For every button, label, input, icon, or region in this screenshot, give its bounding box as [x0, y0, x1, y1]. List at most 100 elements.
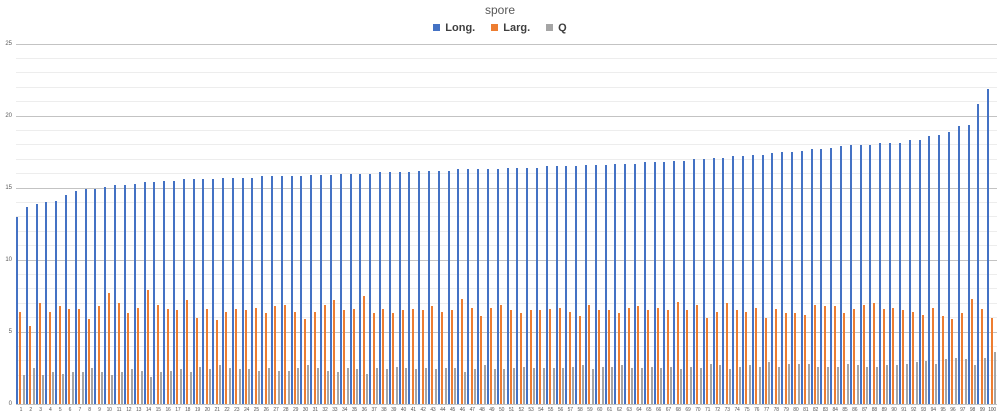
- bar-larg-65[interactable]: [647, 310, 650, 404]
- bar-larg-7[interactable]: [78, 308, 81, 404]
- bar-long-33[interactable]: [329, 175, 332, 404]
- bar-q-89[interactable]: [886, 365, 889, 404]
- bar-q-69[interactable]: [689, 366, 692, 404]
- bar-q-33[interactable]: [336, 372, 339, 404]
- bar-long-100[interactable]: [987, 88, 990, 404]
- bar-larg-86[interactable]: [853, 308, 856, 404]
- bar-larg-57[interactable]: [568, 311, 571, 404]
- bar-q-93[interactable]: [925, 360, 928, 404]
- bar-long-26[interactable]: [261, 176, 264, 404]
- bar-larg-56[interactable]: [558, 307, 561, 404]
- bar-long-10[interactable]: [104, 186, 107, 404]
- bar-long-74[interactable]: [732, 156, 735, 404]
- bar-larg-29[interactable]: [294, 311, 297, 404]
- bar-q-2[interactable]: [32, 368, 35, 404]
- bar-long-60[interactable]: [594, 164, 597, 404]
- bar-larg-10[interactable]: [107, 293, 110, 404]
- bar-larg-27[interactable]: [274, 306, 277, 404]
- bar-long-39[interactable]: [388, 172, 391, 404]
- bar-long-21[interactable]: [212, 179, 215, 404]
- bar-long-12[interactable]: [123, 185, 126, 404]
- bar-larg-67[interactable]: [666, 310, 669, 404]
- bar-long-86[interactable]: [849, 144, 852, 404]
- bar-long-81[interactable]: [800, 150, 803, 404]
- bar-larg-31[interactable]: [313, 311, 316, 404]
- bar-larg-75[interactable]: [745, 311, 748, 404]
- bar-larg-14[interactable]: [146, 290, 149, 404]
- bar-larg-62[interactable]: [617, 313, 620, 404]
- bar-long-22[interactable]: [222, 177, 224, 404]
- bar-long-14[interactable]: [143, 182, 146, 404]
- bar-long-71[interactable]: [702, 159, 705, 404]
- bar-larg-73[interactable]: [725, 303, 728, 404]
- bar-long-17[interactable]: [172, 180, 175, 404]
- bar-larg-72[interactable]: [715, 311, 718, 404]
- bar-q-22[interactable]: [228, 368, 231, 404]
- bar-long-3[interactable]: [35, 203, 38, 404]
- bar-q-21[interactable]: [219, 365, 221, 404]
- bar-larg-66[interactable]: [657, 307, 660, 404]
- bar-larg-38[interactable]: [382, 308, 385, 404]
- bar-q-32[interactable]: [326, 370, 329, 404]
- bar-long-24[interactable]: [241, 177, 244, 404]
- bar-larg-36[interactable]: [362, 296, 365, 404]
- bar-long-64[interactable]: [634, 163, 637, 404]
- bar-larg-33[interactable]: [333, 300, 336, 404]
- bar-long-52[interactable]: [516, 167, 519, 404]
- bar-q-43[interactable]: [434, 369, 437, 404]
- bar-larg-64[interactable]: [637, 306, 640, 404]
- bar-larg-4[interactable]: [48, 311, 51, 404]
- bar-larg-98[interactable]: [970, 298, 973, 404]
- bar-long-82[interactable]: [810, 149, 813, 404]
- bar-long-93[interactable]: [918, 140, 921, 404]
- bar-q-85[interactable]: [846, 363, 849, 404]
- bar-larg-79[interactable]: [784, 313, 787, 404]
- bar-q-83[interactable]: [827, 366, 830, 404]
- bar-larg-89[interactable]: [882, 308, 885, 404]
- bar-q-25[interactable]: [258, 370, 261, 404]
- bar-q-40[interactable]: [405, 368, 408, 404]
- bar-larg-51[interactable]: [509, 310, 512, 404]
- bar-long-99[interactable]: [977, 104, 980, 404]
- bar-long-65[interactable]: [643, 162, 646, 404]
- bar-q-8[interactable]: [91, 368, 94, 404]
- bar-q-7[interactable]: [81, 372, 84, 404]
- bar-long-55[interactable]: [545, 166, 548, 404]
- bar-larg-78[interactable]: [774, 308, 777, 404]
- bar-long-6[interactable]: [65, 195, 68, 404]
- bar-long-42[interactable]: [418, 170, 421, 404]
- bar-long-28[interactable]: [280, 176, 283, 404]
- bar-larg-83[interactable]: [823, 306, 826, 404]
- bar-larg-68[interactable]: [676, 301, 679, 404]
- bar-larg-53[interactable]: [529, 310, 532, 404]
- bar-long-32[interactable]: [320, 175, 323, 404]
- bar-long-59[interactable]: [584, 164, 587, 404]
- bar-long-80[interactable]: [790, 152, 793, 404]
- bar-long-16[interactable]: [163, 180, 166, 404]
- bar-q-15[interactable]: [160, 372, 163, 404]
- bar-q-6[interactable]: [71, 372, 74, 404]
- bar-long-49[interactable]: [486, 169, 489, 404]
- bar-larg-25[interactable]: [254, 307, 257, 404]
- bar-q-75[interactable]: [748, 365, 751, 404]
- bar-larg-81[interactable]: [804, 314, 807, 404]
- bar-q-90[interactable]: [895, 365, 898, 404]
- bar-q-44[interactable]: [444, 368, 447, 404]
- bar-q-28[interactable]: [287, 370, 290, 404]
- bar-q-71[interactable]: [709, 363, 712, 404]
- bar-q-98[interactable]: [974, 365, 977, 404]
- bar-long-83[interactable]: [820, 149, 823, 404]
- bar-long-4[interactable]: [45, 202, 48, 404]
- bar-larg-71[interactable]: [706, 317, 709, 404]
- bar-larg-93[interactable]: [921, 314, 924, 404]
- bar-long-62[interactable]: [614, 163, 617, 404]
- bar-q-55[interactable]: [552, 368, 555, 404]
- bar-long-23[interactable]: [231, 177, 234, 404]
- bar-larg-42[interactable]: [421, 310, 424, 404]
- bar-long-75[interactable]: [741, 156, 744, 404]
- bar-larg-48[interactable]: [480, 316, 483, 404]
- bar-larg-49[interactable]: [490, 307, 493, 404]
- bar-q-35[interactable]: [356, 369, 359, 404]
- bar-long-66[interactable]: [653, 162, 656, 404]
- bar-q-86[interactable]: [856, 365, 859, 404]
